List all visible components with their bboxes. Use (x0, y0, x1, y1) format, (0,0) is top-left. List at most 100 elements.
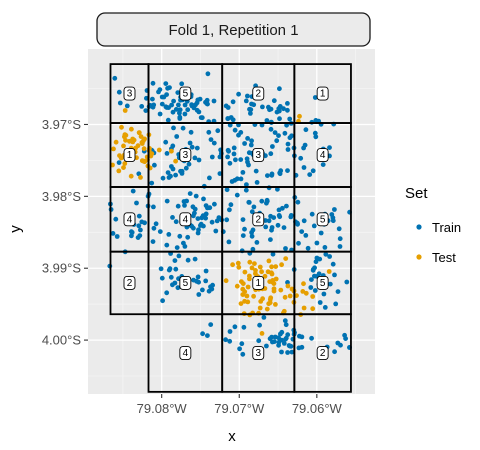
point-test (123, 132, 129, 138)
fold-label: 4 (183, 214, 189, 225)
point-train (190, 204, 196, 210)
point-train (270, 144, 275, 149)
point-test (285, 283, 291, 289)
point-train (164, 151, 170, 156)
point-train (188, 129, 194, 135)
point-train (225, 147, 231, 153)
point-test (265, 269, 271, 275)
point-test (326, 269, 332, 274)
point-train (295, 221, 300, 227)
point-train (248, 111, 253, 116)
point-train (289, 349, 295, 355)
point-train (175, 285, 181, 291)
point-train (275, 186, 280, 192)
point-train (295, 199, 301, 205)
point-train (283, 246, 288, 251)
point-test (303, 290, 309, 296)
point-train (236, 91, 242, 97)
point-test (113, 139, 119, 145)
point-test (251, 293, 256, 299)
point-train (186, 161, 192, 167)
point-train (211, 140, 217, 146)
point-train (159, 275, 165, 281)
fold-label: 3 (255, 150, 261, 161)
point-test (111, 146, 116, 152)
point-test (300, 289, 306, 294)
point-train (198, 223, 203, 228)
point-test (121, 143, 126, 149)
point-train (282, 130, 288, 136)
fold-labels: 3 5 2 1 1 3 3 4 4 4 2 5 2 5 1 5 4 3 2 (123, 86, 329, 360)
point-train (268, 237, 273, 243)
point-test (121, 165, 126, 171)
point-test (278, 287, 284, 293)
point-train (239, 341, 245, 347)
point-train (172, 280, 178, 286)
point-train (250, 246, 256, 252)
point-test (245, 299, 251, 305)
point-train (327, 254, 332, 259)
point-train (158, 266, 164, 272)
point-train (264, 118, 270, 123)
point-train (205, 333, 210, 338)
point-train (303, 127, 309, 133)
point-train (277, 214, 283, 220)
point-train (332, 349, 337, 355)
point-train (114, 234, 120, 239)
fold-label-box (179, 86, 192, 101)
point-train (332, 272, 337, 278)
point-train (301, 145, 306, 151)
point-train (279, 349, 284, 355)
point-train (157, 87, 163, 92)
point-train (164, 242, 170, 248)
point-train (176, 102, 181, 108)
point-test (301, 305, 307, 311)
point-train (165, 117, 171, 123)
point-train (136, 171, 142, 177)
point-train (228, 202, 234, 208)
point-test (297, 113, 302, 119)
point-train (335, 289, 341, 294)
point-train (246, 200, 252, 205)
fold-label: 1 (127, 150, 133, 161)
point-train (232, 127, 238, 133)
point-train (214, 218, 220, 224)
point-train (309, 335, 314, 341)
point-test (271, 286, 277, 292)
point-train (224, 187, 230, 193)
legend-key-test (416, 254, 422, 260)
fold-label: 5 (183, 89, 189, 100)
point-train (139, 219, 145, 225)
point-train (242, 226, 247, 232)
point-train (337, 244, 343, 249)
point-train (112, 75, 118, 81)
point-train (265, 173, 270, 179)
point-test (266, 258, 272, 264)
point-train (206, 129, 212, 135)
point-train (194, 145, 200, 151)
point-train (203, 278, 209, 284)
fold-label: 1 (255, 278, 261, 289)
point-train (288, 343, 294, 349)
fold-label-box (316, 276, 329, 290)
point-train (237, 346, 243, 352)
point-train (176, 253, 182, 259)
point-train (238, 157, 244, 163)
point-train (254, 180, 260, 185)
point-train (298, 155, 304, 161)
point-train (242, 141, 248, 146)
point-test (273, 302, 278, 307)
fold-label: 5 (183, 278, 189, 289)
point-train (179, 81, 185, 87)
point-train (166, 175, 172, 180)
point-train (238, 176, 244, 182)
point-train (320, 162, 326, 168)
point-train (233, 157, 238, 163)
point-train (185, 234, 191, 240)
point-train (164, 198, 170, 204)
point-train (254, 240, 260, 245)
fold-label-box (123, 148, 136, 162)
point-train (263, 224, 269, 230)
point-train (113, 216, 119, 222)
